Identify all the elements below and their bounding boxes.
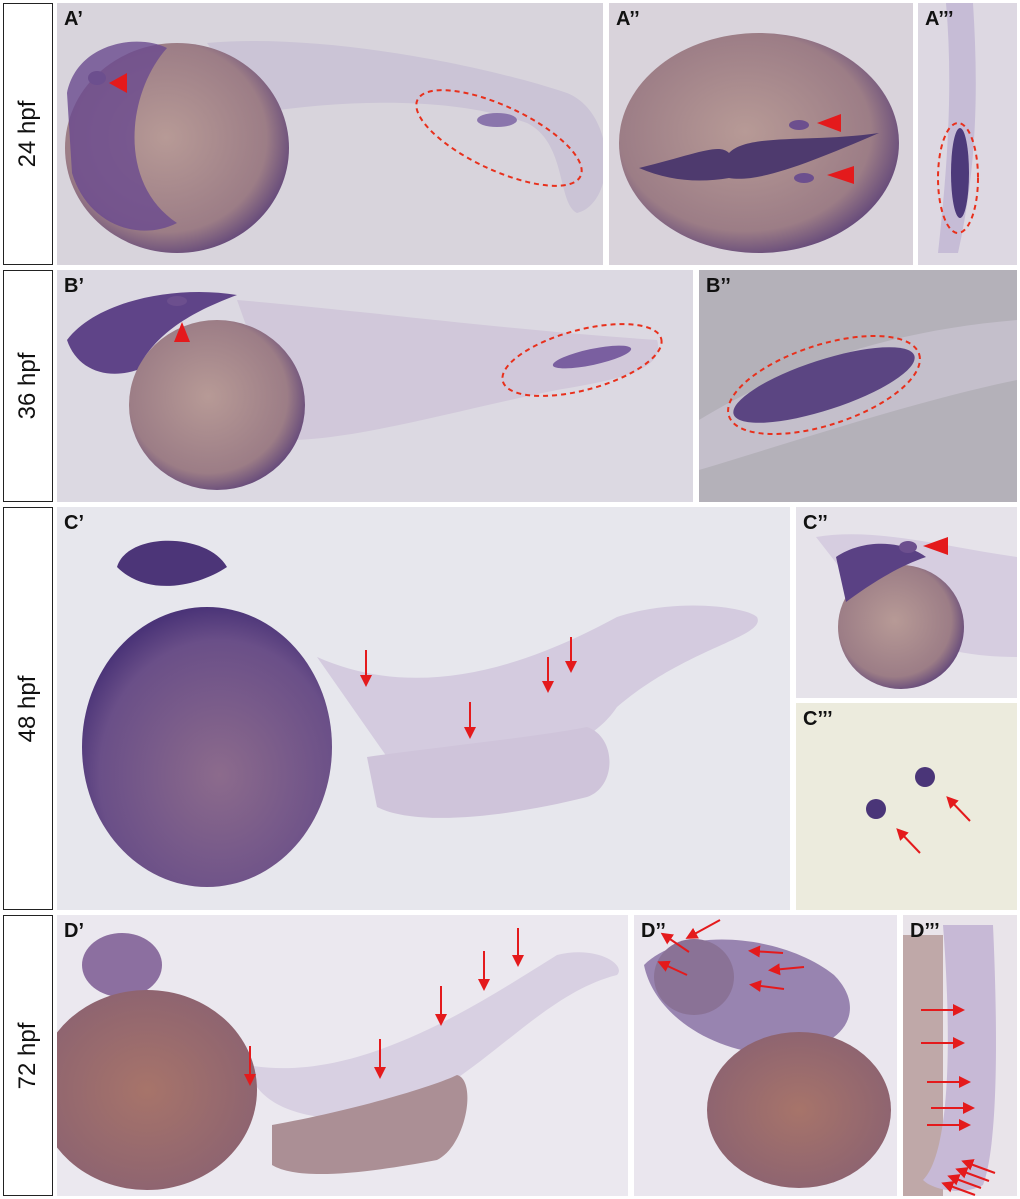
- image-panel: D’: [57, 915, 628, 1196]
- row-label-box: 72 hpf: [3, 915, 53, 1196]
- image-panel: C’: [57, 507, 790, 910]
- row-label-box: 48 hpf: [3, 507, 53, 910]
- embryo-image: [816, 534, 1017, 689]
- panel-label: C’’’: [803, 708, 833, 730]
- panel-label: A’: [64, 8, 83, 30]
- row-label-box: 36 hpf: [3, 270, 53, 502]
- embryo-image: [619, 33, 899, 253]
- panel-label: D’’: [641, 920, 666, 942]
- image-panel: B’’: [699, 270, 1017, 502]
- embryo-image: [699, 320, 1017, 470]
- image-panel: C’’’: [796, 703, 1017, 910]
- embryo-image: [937, 3, 979, 253]
- panel-label: A’’: [616, 8, 640, 30]
- embryo-image: [67, 292, 663, 490]
- row-label: 36 hpf: [14, 352, 41, 420]
- row-label: 48 hpf: [14, 675, 41, 742]
- row-label: 24 hpf: [14, 100, 41, 168]
- image-panel: C’’: [796, 507, 1017, 698]
- panel-label: B’’: [706, 275, 731, 297]
- image-panel: A’’’: [918, 3, 1017, 265]
- row-label-box: 24 hpf: [3, 3, 53, 265]
- panel-label: D’’’: [910, 920, 940, 942]
- panel-label: C’: [64, 512, 84, 534]
- image-panel: D’’’: [903, 915, 1017, 1196]
- embryo-image: [644, 919, 891, 1188]
- panel-label: B’: [64, 275, 84, 297]
- image-panel: A’: [57, 3, 603, 265]
- image-panel: B’: [57, 270, 693, 502]
- embryo-image: [866, 767, 971, 854]
- panel-label: A’’’: [925, 8, 954, 30]
- panel-label: D’: [64, 920, 84, 942]
- embryo-image: [82, 540, 758, 887]
- embryo-image: [57, 928, 619, 1190]
- image-panel: A’’: [609, 3, 913, 265]
- embryo-image: [65, 41, 603, 253]
- row-label: 72 hpf: [14, 1022, 41, 1089]
- embryo-image: [903, 925, 996, 1196]
- panel-label: C’’: [803, 512, 828, 534]
- image-panel: D’’: [634, 915, 897, 1196]
